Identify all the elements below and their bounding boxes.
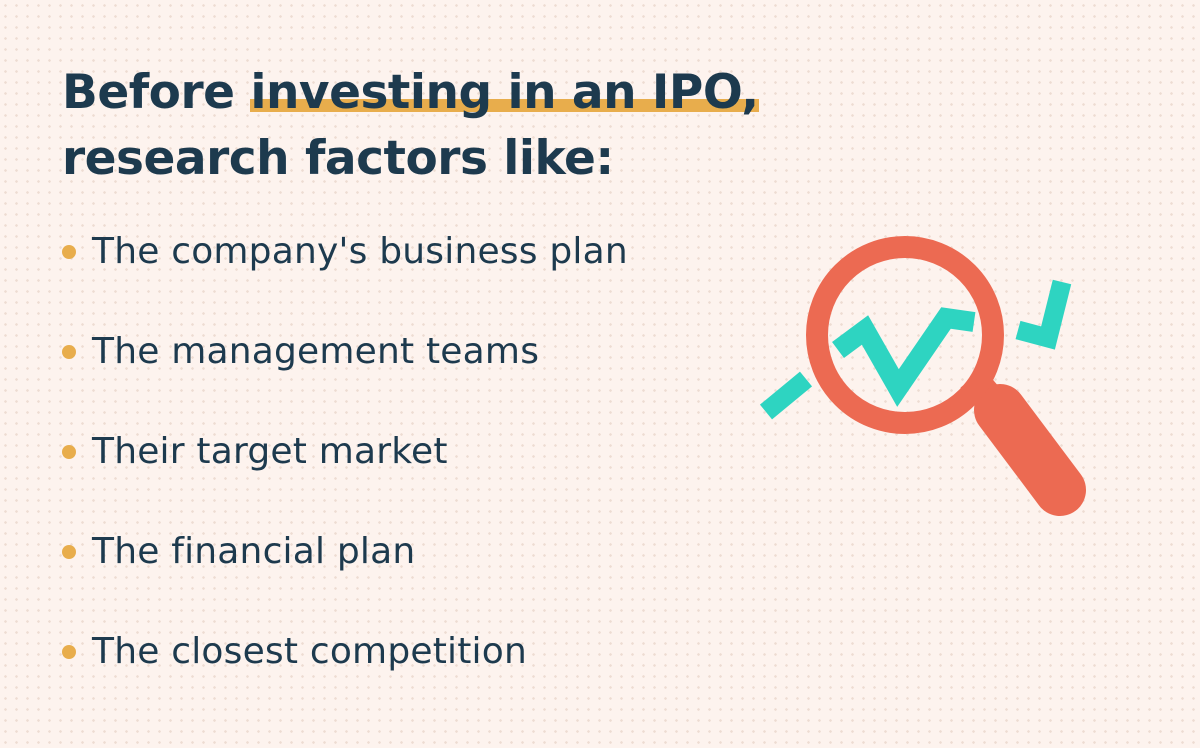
- factor-list: The company's business plan The manageme…: [62, 220, 628, 720]
- factor-text: The financial plan: [92, 531, 416, 572]
- trend-segment-right: [1015, 279, 1072, 350]
- bullet-icon: [62, 345, 76, 359]
- factor-text: The company's business plan: [92, 231, 628, 272]
- bullet-icon: [62, 545, 76, 559]
- list-item: The management teams: [62, 320, 628, 420]
- magnifier-lens: [806, 236, 1004, 434]
- bullet-icon: [62, 245, 76, 259]
- factor-text: Their target market: [92, 431, 448, 472]
- list-item: The company's business plan: [62, 220, 628, 320]
- list-item: Their target market: [62, 420, 628, 520]
- factor-text: The closest competition: [92, 631, 528, 672]
- list-item: The closest competition: [62, 620, 628, 720]
- list-item: The financial plan: [62, 520, 628, 620]
- title-line-2: research factors like:: [62, 131, 614, 186]
- bullet-icon: [62, 445, 76, 459]
- trend-segment-center: [832, 307, 976, 407]
- page-title: Before investing in an IPO, research fac…: [62, 60, 759, 192]
- magnifying-glass-trend-icon: [759, 236, 1086, 516]
- title-prefix: Before: [62, 65, 251, 120]
- trend-segment-left: [759, 371, 813, 420]
- magnifier-handle: [974, 384, 1086, 516]
- factor-text: The management teams: [92, 331, 540, 372]
- bullet-icon: [62, 645, 76, 659]
- title-highlight: investing in an IPO,: [250, 65, 759, 120]
